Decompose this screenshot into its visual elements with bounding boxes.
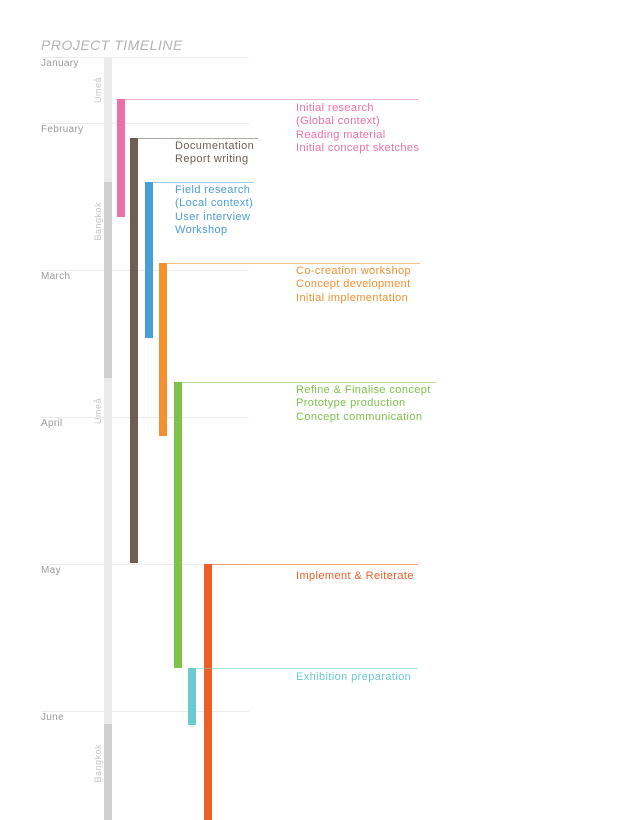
phase-label-line: Exhibition preparation [296,671,412,683]
phase-label-research: Initial research (Global context) Reading … [296,102,419,156]
bar-refine [174,382,182,668]
month-gridline [41,123,249,124]
location-name: Bangkok [93,202,103,241]
month-gridline [41,564,249,565]
phase-label-line: Workshop [175,224,228,237]
bar-field [145,182,153,338]
phase-label-line: Prototype production [296,397,406,410]
location-name: Umeå [93,77,103,104]
location-segment-3 [104,724,112,820]
location-track [104,57,112,820]
month-label-june: June [41,712,64,723]
phase-label-line: Implement & Reiterate [296,570,414,582]
phase-label-field: Field research (Local context) User interv… [175,184,253,238]
phase-label-exhibition: Exhibition preparation [296,671,411,684]
phase-label-line: Reading material [296,128,386,141]
connector-line-field [145,182,254,183]
phase-label-line: User interview [175,210,251,223]
phase-label-refine: Refine & Finalise concept Prototype produ… [296,384,431,424]
phase-label-cocreation: Co-creation workshop Concept development I… [296,265,411,305]
phase-label-line: Refine & Finalise concept [296,384,431,396]
bar-research [117,99,125,217]
location-segment-1 [104,182,112,378]
phase-label-line: Documentation [175,140,255,152]
month-gridline [41,57,249,58]
connector-line-research [117,99,418,100]
phase-label-implement: Implement & Reiterate [296,570,414,583]
connector-line-documentation [130,138,258,139]
phase-label-line: (Local context) [175,197,254,210]
phase-label-line: Concept communication [296,410,423,423]
month-label-may: May [41,565,61,576]
connector-line-cocreation [159,263,420,264]
location-name: Bangkok [93,744,103,783]
bar-cocreation [159,263,167,436]
month-gridline [41,711,249,712]
phase-label-line: Co-creation workshop [296,265,411,277]
bar-implement [204,564,212,820]
bar-documentation [130,138,138,563]
month-label-april: April [41,418,63,429]
month-label-march: March [41,271,71,282]
location-name: Umeå [93,398,103,425]
connector-line-exhibition [188,668,418,669]
phase-label-line: (Global context) [296,115,381,128]
month-label-january: January [41,58,79,69]
phase-label-line: Concept development [296,278,411,291]
phase-label-line: Initial research [296,102,374,114]
phase-label-line: Initial concept sketches [296,142,420,155]
month-label-february: February [41,124,84,135]
phase-label-line: Report writing [175,153,249,166]
connector-line-refine [174,382,436,383]
connector-line-implement [204,564,418,565]
month-gridline [41,417,249,418]
phase-label-line: Initial implementation [296,291,409,304]
phase-label-documentation: Documentation Report writing [175,140,254,167]
bar-exhibition [188,668,196,725]
phase-label-line: Field research [175,184,251,196]
page-title: PROJECT TIMELINE [41,37,183,53]
